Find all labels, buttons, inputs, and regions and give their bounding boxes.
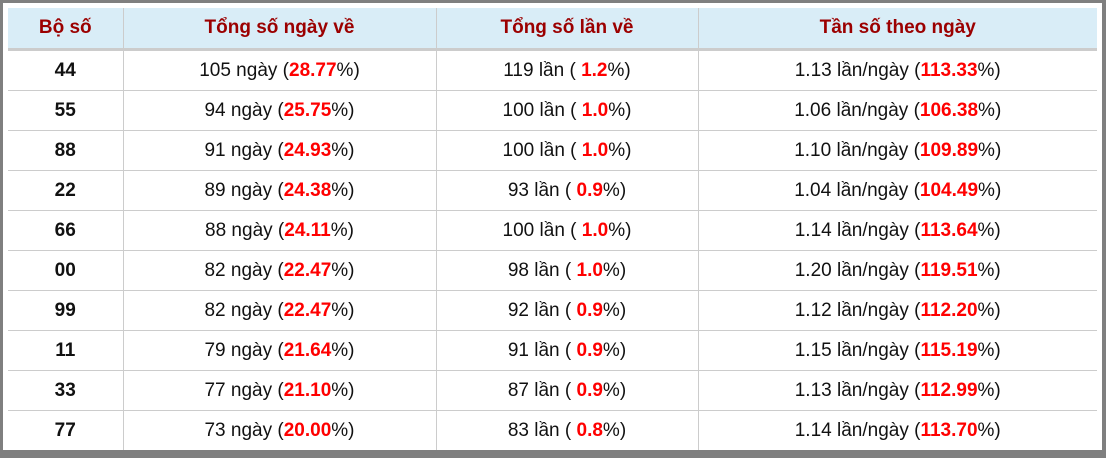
bo-so-cell: 00 bbox=[8, 250, 124, 291]
bo-so-cell: 66 bbox=[8, 210, 124, 251]
total-days-cell: 88 ngày (24.11%) bbox=[122, 210, 437, 251]
total-times-cell: 119 lần ( 1.2%) bbox=[435, 49, 699, 91]
table-row: 55 94 ngày (25.75%) 100 lần ( 1.0%) 1.06… bbox=[8, 90, 1097, 131]
total-days-cell: 105 ngày (28.77%) bbox=[122, 49, 437, 91]
total-days-cell: 94 ngày (25.75%) bbox=[122, 90, 437, 131]
frequency-cell: 1.13 lần/ngày (113.33%) bbox=[697, 49, 1097, 91]
stats-table: Bộ số Tổng số ngày về Tổng số lần về Tần… bbox=[8, 8, 1097, 450]
total-days-cell: 73 ngày (20.00%) bbox=[122, 410, 437, 450]
total-days-cell: 82 ngày (22.47%) bbox=[122, 290, 437, 331]
table-row: 11 79 ngày (21.64%) 91 lần ( 0.9%) 1.15 … bbox=[8, 330, 1097, 371]
total-times-cell: 91 lần ( 0.9%) bbox=[435, 330, 699, 371]
bo-so-cell: 44 bbox=[8, 49, 124, 91]
total-times-cell: 100 lần ( 1.0%) bbox=[435, 130, 699, 171]
bo-so-cell: 33 bbox=[8, 370, 124, 411]
total-times-cell: 100 lần ( 1.0%) bbox=[435, 90, 699, 131]
table-row: 44 105 ngày (28.77%) 119 lần ( 1.2%) 1.1… bbox=[8, 49, 1097, 91]
header-frequency: Tần số theo ngày bbox=[697, 8, 1097, 51]
frequency-cell: 1.12 lần/ngày (112.20%) bbox=[697, 290, 1097, 331]
table-row: 22 89 ngày (24.38%) 93 lần ( 0.9%) 1.04 … bbox=[8, 170, 1097, 211]
bo-so-cell: 99 bbox=[8, 290, 124, 331]
header-bo-so: Bộ số bbox=[8, 8, 124, 51]
table-row: 99 82 ngày (22.47%) 92 lần ( 0.9%) 1.12 … bbox=[8, 290, 1097, 331]
frequency-cell: 1.15 lần/ngày (115.19%) bbox=[697, 330, 1097, 371]
total-days-cell: 91 ngày (24.93%) bbox=[122, 130, 437, 171]
bo-so-cell: 11 bbox=[8, 330, 124, 371]
total-days-cell: 79 ngày (21.64%) bbox=[122, 330, 437, 371]
table-row: 77 73 ngày (20.00%) 83 lần ( 0.8%) 1.14 … bbox=[8, 410, 1097, 450]
total-days-cell: 89 ngày (24.38%) bbox=[122, 170, 437, 211]
total-times-cell: 93 lần ( 0.9%) bbox=[435, 170, 699, 211]
header-total-times: Tổng số lần về bbox=[435, 8, 699, 51]
bo-so-cell: 77 bbox=[8, 410, 124, 450]
frequency-cell: 1.14 lần/ngày (113.64%) bbox=[697, 210, 1097, 251]
total-days-cell: 77 ngày (21.10%) bbox=[122, 370, 437, 411]
frequency-cell: 1.20 lần/ngày (119.51%) bbox=[697, 250, 1097, 291]
frequency-cell: 1.14 lần/ngày (113.70%) bbox=[697, 410, 1097, 450]
header-total-days: Tổng số ngày về bbox=[122, 8, 437, 51]
total-times-cell: 98 lần ( 1.0%) bbox=[435, 250, 699, 291]
table-row: 66 88 ngày (24.11%) 100 lần ( 1.0%) 1.14… bbox=[8, 210, 1097, 251]
bo-so-cell: 88 bbox=[8, 130, 124, 171]
total-days-cell: 82 ngày (22.47%) bbox=[122, 250, 437, 291]
total-times-cell: 83 lần ( 0.8%) bbox=[435, 410, 699, 450]
table-row: 88 91 ngày (24.93%) 100 lần ( 1.0%) 1.10… bbox=[8, 130, 1097, 171]
total-times-cell: 87 lần ( 0.9%) bbox=[435, 370, 699, 411]
frequency-cell: 1.04 lần/ngày (104.49%) bbox=[697, 170, 1097, 211]
bo-so-cell: 22 bbox=[8, 170, 124, 211]
table-row: 00 82 ngày (22.47%) 98 lần ( 1.0%) 1.20 … bbox=[8, 250, 1097, 291]
total-times-cell: 100 lần ( 1.0%) bbox=[435, 210, 699, 251]
bo-so-cell: 55 bbox=[8, 90, 124, 131]
header-row: Bộ số Tổng số ngày về Tổng số lần về Tần… bbox=[8, 8, 1097, 51]
frequency-cell: 1.10 lần/ngày (109.89%) bbox=[697, 130, 1097, 171]
table-row: 33 77 ngày (21.10%) 87 lần ( 0.9%) 1.13 … bbox=[8, 370, 1097, 411]
stats-panel: Bộ số Tổng số ngày về Tổng số lần về Tần… bbox=[3, 3, 1102, 450]
frequency-cell: 1.13 lần/ngày (112.99%) bbox=[697, 370, 1097, 411]
total-times-cell: 92 lần ( 0.9%) bbox=[435, 290, 699, 331]
frequency-cell: 1.06 lần/ngày (106.38%) bbox=[697, 90, 1097, 131]
